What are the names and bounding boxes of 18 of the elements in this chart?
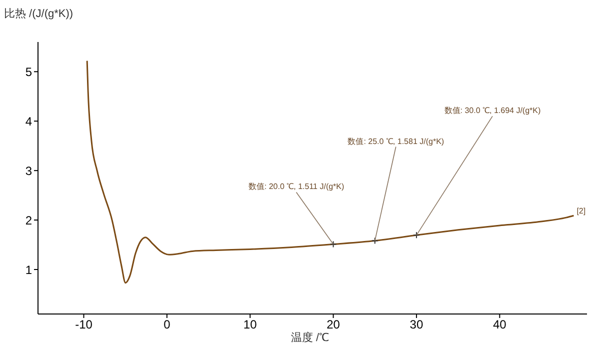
x-tick-label: 10: [243, 318, 258, 332]
annotation: 数值: 25.0 ℃, 1.581 J/(g*K): [348, 136, 444, 146]
annotation: 数值: 30.0 ℃, 1.694 J/(g*K): [444, 106, 541, 116]
y-tick-label: 5: [25, 64, 32, 79]
annotation: 数值: 20.0 ℃, 1.511 J/(g*K): [248, 182, 345, 192]
y-tick-label: 3: [25, 164, 32, 178]
annotation: [2]: [576, 206, 586, 216]
x-tick-label: -10: [75, 318, 93, 332]
y-tick-label: 2: [25, 213, 32, 228]
x-tick-label: 20: [326, 318, 340, 332]
line-series: [86, 60, 574, 284]
x-tick-label: 40: [492, 318, 507, 332]
x-tick-label: 0: [164, 318, 171, 332]
y-axis-title: 比热 /(J/(g*K)): [4, 7, 74, 21]
y-tick-label: 1: [25, 262, 32, 277]
y-tick-label: 4: [25, 114, 32, 128]
x-tick-label: 30: [410, 318, 424, 332]
x-axis-title: 温度 /℃: [290, 330, 330, 345]
